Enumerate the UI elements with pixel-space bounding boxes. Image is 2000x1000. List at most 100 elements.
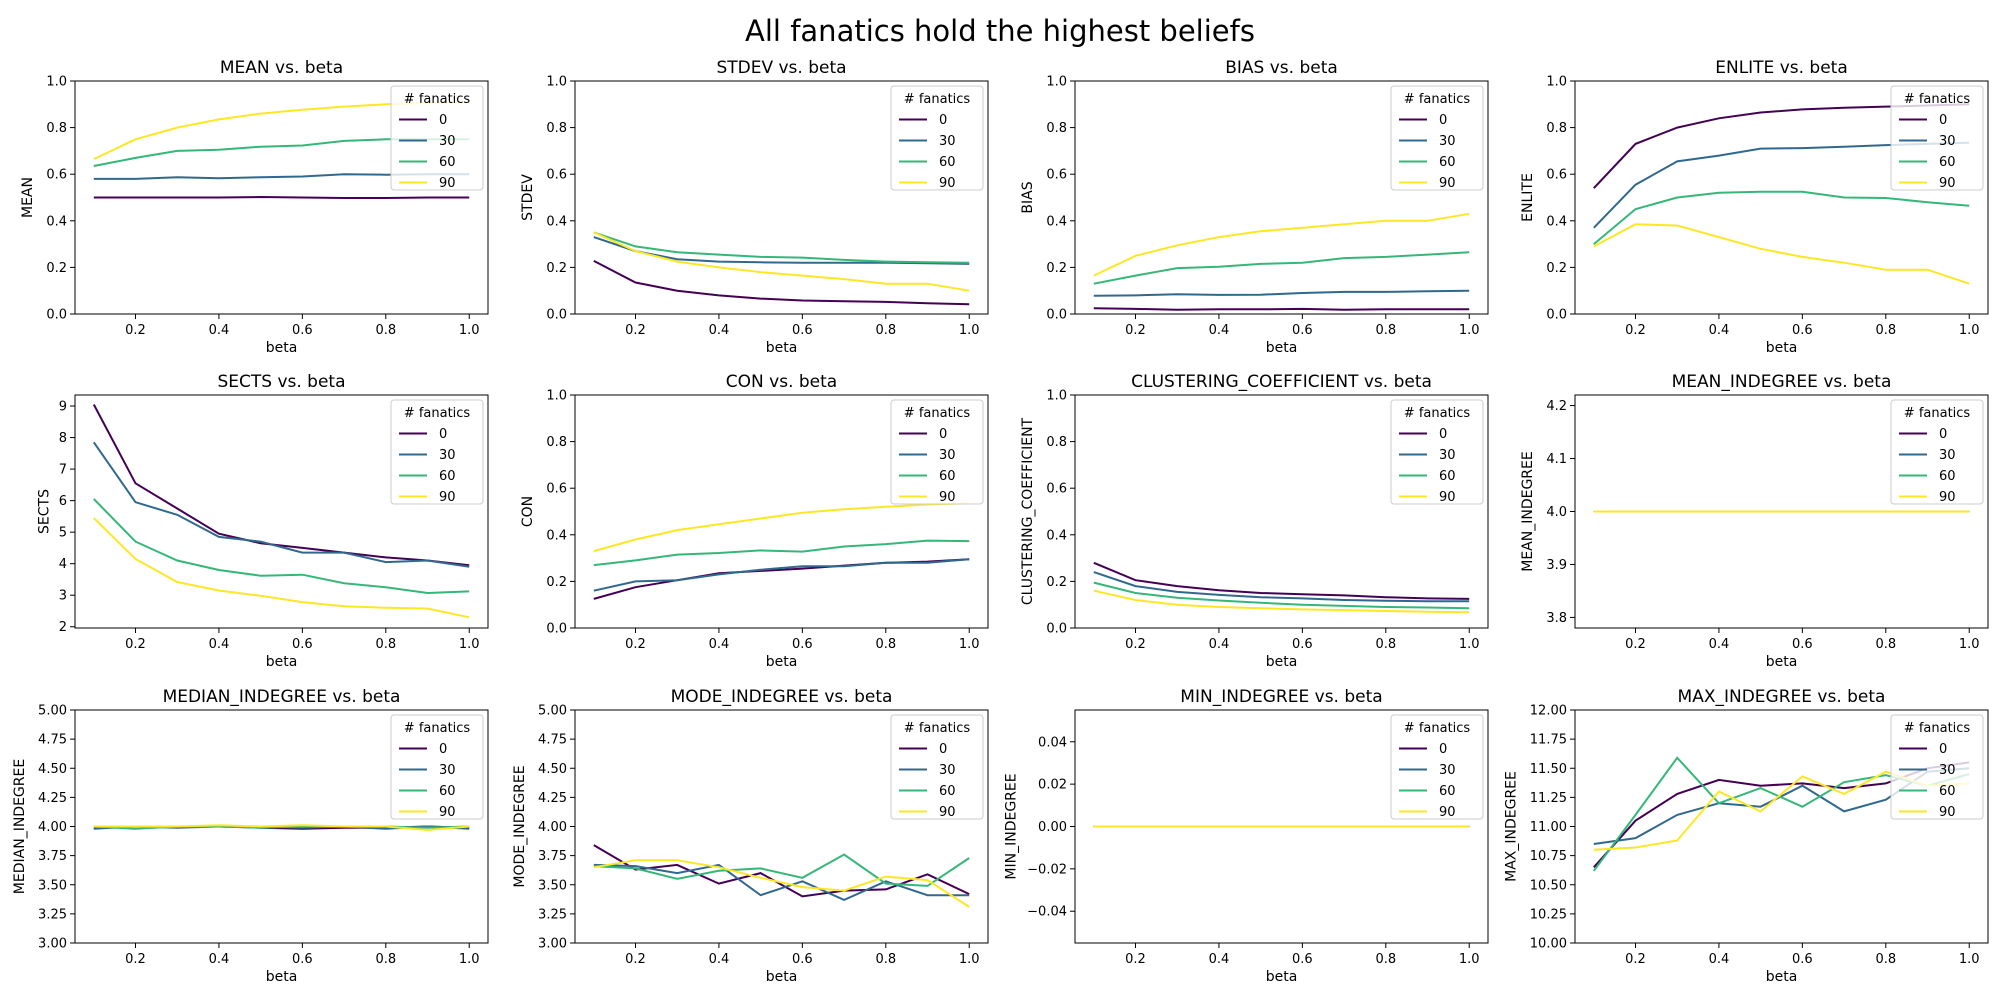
x-tick-label: 0.2 <box>625 952 646 967</box>
series-line-30 <box>1093 289 1470 297</box>
legend-title: # fanatics <box>404 406 471 421</box>
x-tick-label: 0.2 <box>1125 323 1146 338</box>
legend-label: 0 <box>1939 113 1947 128</box>
series-lines <box>92 404 470 619</box>
legend-label: 60 <box>439 784 456 799</box>
x-tick-label: 1.0 <box>459 637 480 652</box>
y-tick-label: 0.2 <box>1046 575 1067 590</box>
subplot-title: MODE_INDEGREE vs. beta <box>671 687 893 707</box>
series-lines <box>593 502 970 600</box>
y-tick-label: 4.75 <box>538 733 567 748</box>
subplot-4: ENLITE vs. beta 0.2 0.4 0.6 0.8 1.0 0.0 0.2 0.4 0… <box>1520 58 1989 356</box>
axes-frame <box>574 80 989 315</box>
x-tick-label: 0.4 <box>1209 637 1230 652</box>
x-tick-label: 1.0 <box>459 952 480 967</box>
subplot-title: BIAS vs. beta <box>1225 58 1338 78</box>
subplot-9: MEDIAN_INDEGREE vs. beta 0.2 0.4 0.6 0.8 1.0 3… <box>12 687 489 985</box>
legend-label: 0 <box>939 113 947 128</box>
series-line-30 <box>593 558 970 592</box>
y-tick-label: 0.8 <box>546 435 567 450</box>
y-tick-label: 3.8 <box>1546 611 1567 626</box>
y-tick-label: 0.4 <box>1046 214 1067 229</box>
legend-label: 90 <box>1939 805 1956 820</box>
subplot-6: CON vs. beta 0.2 0.4 0.6 0.8 1.0 0.0 0.2 0.4 0.6 0… <box>520 372 989 670</box>
x-tick-label: 0.8 <box>1375 952 1396 967</box>
y-tick-label: 0.2 <box>1046 261 1067 276</box>
legend-label: 30 <box>1939 763 1956 778</box>
y-tick-label: 4.25 <box>38 791 67 806</box>
series-line-30 <box>1093 571 1470 603</box>
series-line-30 <box>92 441 470 568</box>
legend-title: # fanatics <box>1404 406 1471 421</box>
x-tick-label: 0.6 <box>1792 952 1813 967</box>
legend-label: 60 <box>439 155 456 170</box>
y-axis-label: BIAS <box>1020 181 1036 213</box>
x-tick-label: 0.8 <box>375 952 396 967</box>
legend-title: # fanatics <box>1904 721 1971 736</box>
x-tick-label: 0.2 <box>1125 637 1146 652</box>
series-line-60 <box>1093 251 1470 285</box>
subplot-1: MEAN vs. beta 0.2 0.4 0.6 0.8 1.0 0.0 0.2 0.4 0.6… <box>20 58 489 356</box>
y-tick-label: 0.2 <box>546 261 567 276</box>
y-axis-label: MAX_INDEGREE <box>1504 771 1520 882</box>
axes-frame <box>74 80 489 315</box>
legend-label: 60 <box>1439 784 1456 799</box>
legend-label: 30 <box>1439 134 1456 149</box>
y-tick-label: 4.0 <box>1546 505 1567 520</box>
y-tick-label: 0.0 <box>46 308 67 323</box>
y-tick-label: 11.50 <box>1530 762 1567 777</box>
y-tick-label: 3.75 <box>538 849 567 864</box>
x-tick-label: 1.0 <box>1459 952 1480 967</box>
y-tick-label: −0.04 <box>1027 905 1067 920</box>
legend-label: 90 <box>939 176 956 191</box>
legend: # fanatics 0 30 60 90 <box>1390 399 1484 505</box>
y-axis-label: MEAN <box>20 177 36 218</box>
y-tick-label: 0.4 <box>1046 528 1067 543</box>
y-tick-label: 0.2 <box>46 261 67 276</box>
y-tick-label: 4 <box>59 557 67 572</box>
series-line-60 <box>93 825 470 830</box>
y-tick-label: 0.8 <box>1546 121 1567 136</box>
x-tick-label: 0.6 <box>792 323 813 338</box>
legend-title: # fanatics <box>904 721 971 736</box>
subplot-title: MEDIAN_INDEGREE vs. beta <box>163 687 401 707</box>
y-tick-label: 0.6 <box>1046 168 1067 183</box>
legend-label: 60 <box>1939 155 1956 170</box>
x-tick-label: 1.0 <box>1459 323 1480 338</box>
y-tick-label: 1.0 <box>1046 75 1067 90</box>
legend-box <box>1390 714 1484 820</box>
y-tick-label: 2 <box>59 620 67 635</box>
x-tick-label: 0.2 <box>625 637 646 652</box>
subplot-title: MAX_INDEGREE vs. beta <box>1678 687 1886 707</box>
y-tick-label: 1.0 <box>46 75 67 90</box>
x-tick-label: 0.4 <box>1209 323 1230 338</box>
x-tick-label: 0.8 <box>1375 323 1396 338</box>
y-tick-label: 0.2 <box>1546 261 1567 276</box>
x-tick-label: 0.4 <box>1709 637 1730 652</box>
legend-label: 60 <box>1939 784 1956 799</box>
x-tick-label: 0.2 <box>625 323 646 338</box>
legend-label: 0 <box>439 427 447 442</box>
legend-box <box>1890 399 1984 505</box>
series-lines <box>1093 212 1470 311</box>
axes-frame <box>1074 394 1489 629</box>
x-tick-label: 0.4 <box>209 637 230 652</box>
x-axis-label: beta <box>1266 340 1298 356</box>
x-tick-label: 0.2 <box>1625 637 1646 652</box>
legend: # fanatics 0 30 60 90 <box>390 85 484 191</box>
subplot-12: MAX_INDEGREE vs. beta 0.2 0.4 0.6 0.8 1.0 10.0… <box>1504 687 1989 985</box>
y-axis-label: SECTS <box>37 489 53 534</box>
legend-label: 90 <box>939 490 956 505</box>
y-tick-label: 0.6 <box>1046 482 1067 497</box>
legend-label: 0 <box>439 113 447 128</box>
series-lines <box>93 824 470 832</box>
series-line-0 <box>93 195 470 199</box>
y-tick-label: 4.2 <box>1546 399 1567 414</box>
legend-label: 30 <box>1939 134 1956 149</box>
legend-label: 30 <box>439 763 456 778</box>
x-tick-label: 0.8 <box>375 637 396 652</box>
series-line-90 <box>593 231 970 292</box>
subplot-3: BIAS vs. beta 0.2 0.4 0.6 0.8 1.0 0.0 0.2 0.4 0.6… <box>1020 58 1489 356</box>
legend-label: 0 <box>1939 427 1947 442</box>
